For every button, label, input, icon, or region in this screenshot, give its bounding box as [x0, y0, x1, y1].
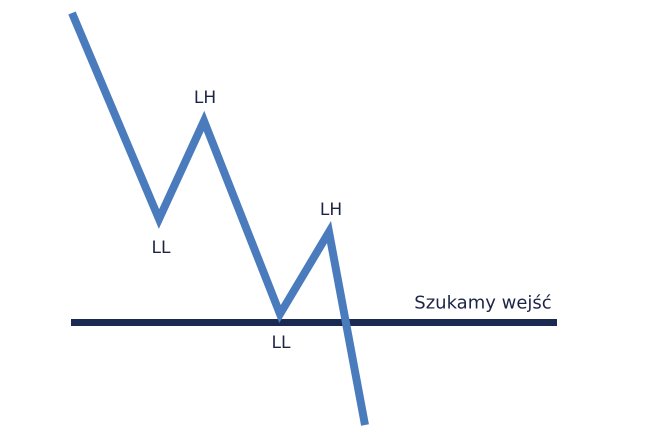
- entry-level-label: Szukamy wejść: [414, 292, 552, 314]
- lower-high-label-1: LH: [193, 88, 217, 108]
- lower-high-label-2: LH: [319, 200, 343, 220]
- lower-low-label-1: LL: [151, 238, 171, 258]
- price-zigzag-line: [68, 11, 369, 426]
- lower-low-label-2: LL: [271, 333, 291, 353]
